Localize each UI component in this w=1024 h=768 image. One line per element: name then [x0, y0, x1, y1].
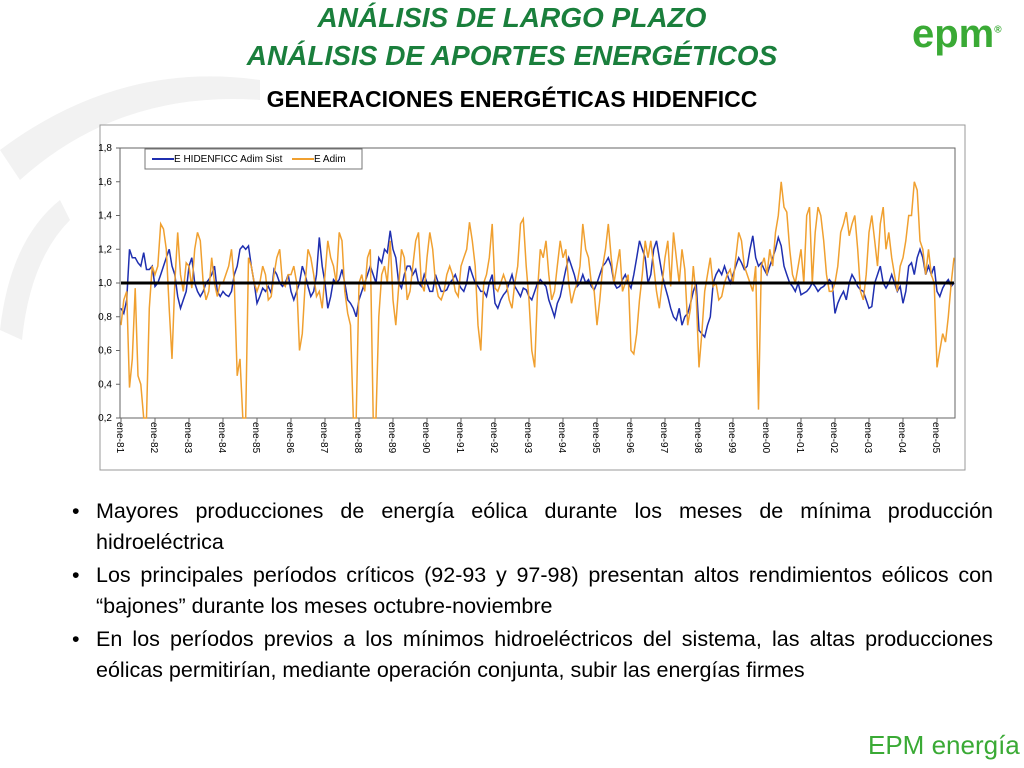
bullet: Mayores producciones de energía eólica d… [72, 496, 993, 557]
x-tick-label: ene-90 [420, 422, 431, 454]
bg-arc [0, 76, 260, 180]
title: ANÁLISIS DE LARGO PLAZO [317, 2, 707, 33]
x-tick-label: ene-87 [318, 422, 329, 454]
y-tick-label: 0,4 [98, 379, 112, 390]
x-tick-label: ene-93 [522, 422, 533, 454]
x-tick-label: ene-88 [352, 422, 363, 454]
x-tick-label: ene-01 [794, 422, 805, 454]
y-tick-label: 1,6 [98, 177, 112, 188]
x-tick-label: ene-91 [454, 422, 465, 454]
x-tick-label: ene-86 [284, 422, 295, 454]
title: ANÁLISIS DE APORTES ENERGÉTICOS [246, 40, 778, 71]
y-tick-label: 0,8 [98, 312, 112, 323]
x-tick-label: ene-04 [896, 422, 907, 454]
legend-label: E Adim [314, 154, 346, 165]
x-tick-label: ene-00 [760, 422, 771, 454]
x-tick-label: ene-81 [114, 422, 125, 454]
x-tick-label: ene-03 [862, 422, 873, 454]
y-tick-label: 1,4 [98, 211, 112, 222]
y-tick-label: 0,6 [98, 346, 112, 357]
x-tick-label: ene-85 [250, 422, 261, 454]
bullet: En los períodos previos a los mínimos hi… [72, 624, 993, 685]
x-tick-label: ene-97 [658, 422, 669, 454]
bullet-list: Mayores producciones de energía eólica d… [70, 496, 993, 688]
y-tick-label: 1,0 [98, 278, 112, 289]
x-tick-label: ene-94 [556, 422, 567, 454]
x-tick-label: ene-05 [930, 422, 941, 454]
x-tick-label: ene-89 [386, 422, 397, 454]
logo-text: epm [912, 12, 995, 56]
y-tick-label: 1,8 [98, 143, 112, 154]
x-tick-label: ene-02 [828, 422, 839, 454]
x-tick-label: ene-99 [726, 422, 737, 454]
bullet: Los principales períodos críticos (92-93… [72, 560, 993, 621]
logo-mark: ® [994, 24, 1002, 36]
bg-arc [0, 200, 70, 340]
legend [144, 148, 363, 170]
x-tick-label: ene-96 [624, 422, 635, 454]
x-tick-label: ene-92 [488, 422, 499, 454]
logo: epm® [912, 12, 1002, 57]
logo-footer: EPM energía [868, 730, 1020, 760]
x-tick-label: ene-84 [216, 422, 227, 454]
y-tick-label: 1,2 [98, 244, 112, 255]
x-tick-label: ene-98 [692, 422, 703, 454]
legend-label: E HIDENFICC Adim Sist [174, 154, 283, 165]
subtitle: GENERACIONES ENERGÉTICAS HIDENFICC [266, 86, 758, 112]
x-tick-label: ene-82 [148, 422, 159, 454]
y-tick-label: 0,2 [98, 413, 112, 424]
x-tick-label: ene-95 [590, 422, 601, 454]
x-tick-label: ene-83 [182, 422, 193, 454]
